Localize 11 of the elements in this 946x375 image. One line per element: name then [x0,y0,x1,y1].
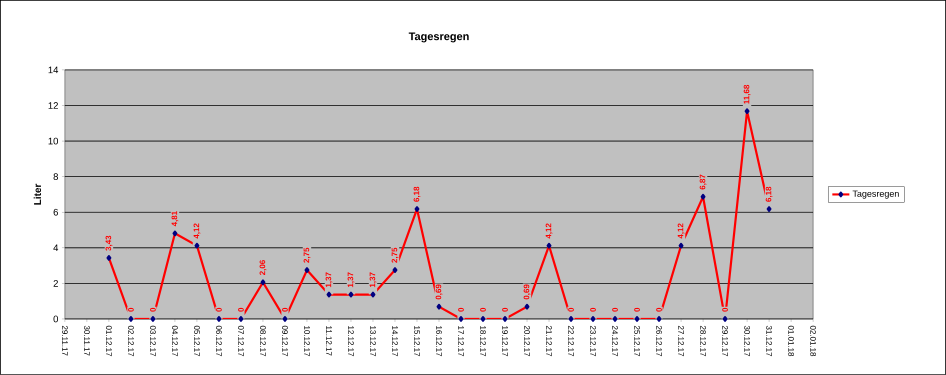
y-tick-label: 4 [53,244,58,252]
y-tick-label: 6 [54,208,58,216]
y-tick-label: 12 [48,102,58,109]
y-axis-title: Liter [34,184,42,205]
y-tick-label: 10 [48,138,58,144]
y-tick-label: 8 [54,173,58,180]
legend-label: Tagesregen [852,190,899,199]
y-tick-label: 2 [54,280,58,287]
y-tick-label: 14 [48,66,58,74]
chart-title: Tagesregen [408,32,469,42]
y-tick-label: 0 [54,316,58,322]
